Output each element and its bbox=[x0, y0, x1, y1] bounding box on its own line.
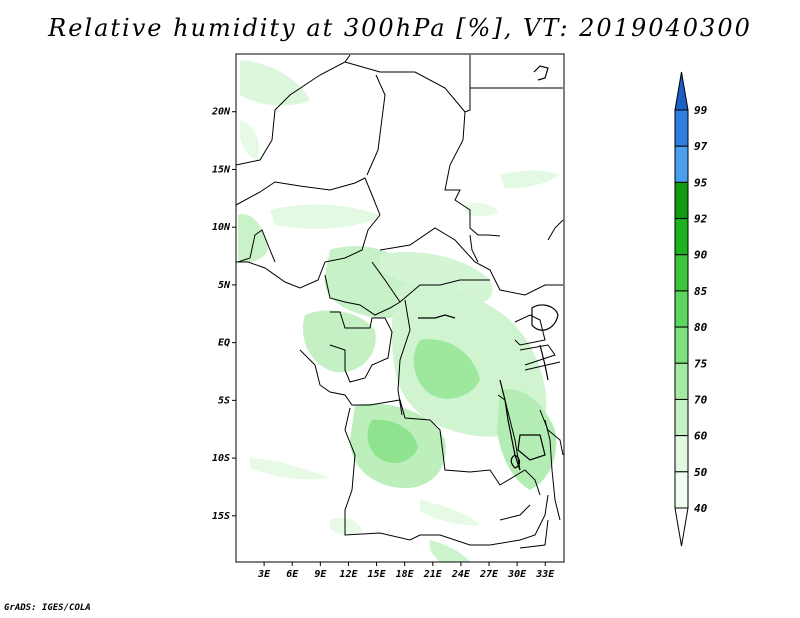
lat-tick-label: 10N bbox=[212, 222, 231, 233]
colorbar-segment bbox=[674, 398, 689, 437]
colorbar-label: 70 bbox=[694, 393, 708, 406]
country-borders bbox=[235, 54, 564, 549]
lon-tick-label: 27E bbox=[479, 569, 499, 580]
humidity-shading bbox=[238, 60, 560, 562]
colorbar-under-triangle bbox=[674, 507, 689, 547]
lat-tick-label: 10S bbox=[212, 453, 230, 464]
lon-tick-label: 21E bbox=[423, 569, 443, 580]
longitude-axis: 3E 6E 9E 12E 15E 18E 21E 24E 27E 30E 33E bbox=[257, 562, 555, 580]
lon-tick-label: 3E bbox=[257, 569, 271, 580]
colorbar-label: 99 bbox=[694, 104, 708, 117]
colorbar-segment bbox=[674, 181, 689, 220]
colorbar-label: 92 bbox=[694, 213, 708, 226]
lon-tick-label: 18E bbox=[396, 569, 415, 580]
map-frame bbox=[235, 53, 565, 563]
lon-tick-label: 15E bbox=[368, 569, 387, 580]
colorbar-label: 50 bbox=[694, 466, 708, 479]
colorbar-segment bbox=[674, 290, 689, 328]
lon-tick-label: 12E bbox=[339, 569, 358, 580]
lon-tick-label: 24E bbox=[451, 569, 471, 580]
colorbar-segment bbox=[674, 145, 689, 183]
colorbar-label: 60 bbox=[694, 430, 708, 443]
colorbar-label: 97 bbox=[694, 140, 708, 153]
lon-tick-label: 9E bbox=[314, 569, 327, 580]
lakes bbox=[418, 65, 559, 471]
lon-tick-label: 33E bbox=[535, 569, 555, 580]
lat-tick-label: 15N bbox=[212, 164, 231, 175]
colorbar-segment bbox=[674, 254, 689, 292]
colorbar-segment bbox=[674, 218, 689, 256]
colorbar-segment bbox=[674, 435, 689, 473]
colorbar-segment bbox=[674, 362, 689, 400]
lat-tick-label: 5S bbox=[218, 395, 230, 406]
lat-tick-label: EQ bbox=[218, 338, 230, 349]
chart-title: Relative humidity at 300hPa [%], VT: 201… bbox=[48, 14, 752, 42]
latitude-axis: 20N 15N 10N 5N EQ 5S 10S 15S bbox=[211, 107, 236, 522]
colorbar-segment bbox=[674, 471, 689, 509]
colorbar-segment bbox=[674, 109, 689, 147]
lon-tick-label: 30E bbox=[507, 569, 527, 580]
lat-tick-label: 20N bbox=[211, 107, 231, 118]
colorbar-label: 80 bbox=[694, 321, 708, 334]
colorbar-label: 75 bbox=[694, 357, 708, 370]
colorbar-label: 85 bbox=[694, 285, 708, 298]
credit-label: GrADS: IGES/COLA bbox=[4, 603, 91, 613]
lat-tick-label: 5N bbox=[218, 280, 231, 291]
lon-tick-label: 6E bbox=[286, 569, 299, 580]
colorbar-label: 95 bbox=[694, 176, 708, 189]
colorbar-label: 90 bbox=[694, 249, 708, 262]
colorbar-label: 40 bbox=[694, 502, 708, 515]
colorbar-segment bbox=[674, 326, 689, 364]
colorbar: 99 97 95 92 90 85 80 75 70 60 50 40 bbox=[674, 71, 708, 547]
lat-tick-label: 15S bbox=[212, 511, 230, 522]
colorbar-over-triangle bbox=[674, 71, 689, 111]
